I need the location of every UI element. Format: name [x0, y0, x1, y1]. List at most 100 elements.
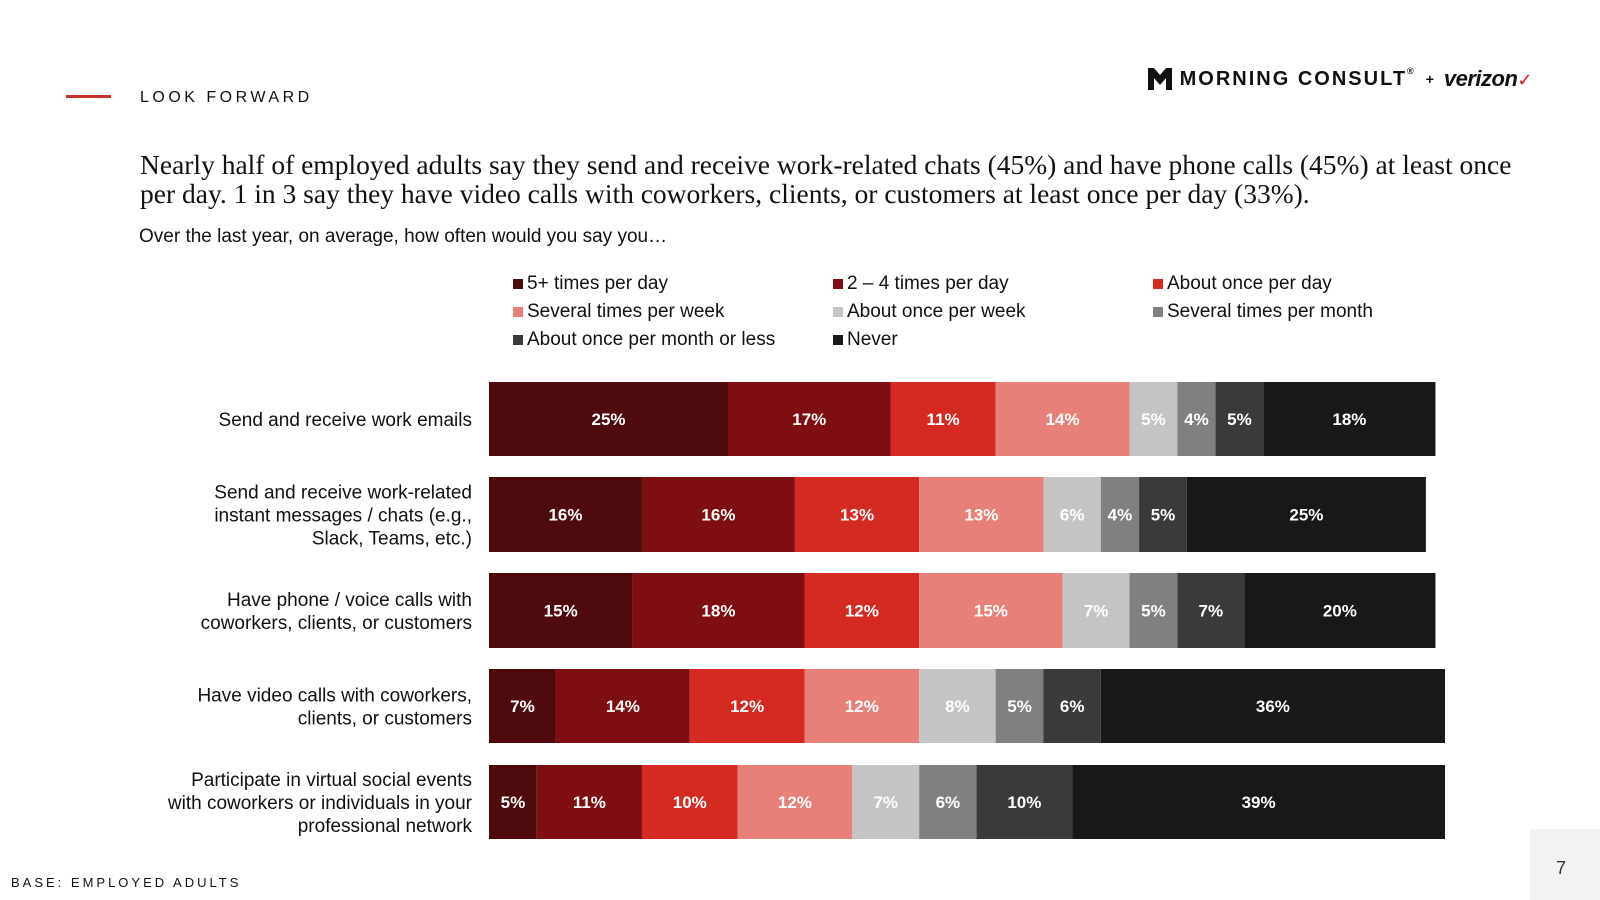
bar-segment	[1263, 382, 1436, 456]
bar-segment	[1177, 382, 1216, 456]
data-label: 6%	[936, 793, 961, 812]
legend-swatch	[1153, 307, 1163, 317]
data-label: 16%	[701, 506, 735, 525]
legend-item: 2 – 4 times per day	[833, 273, 1153, 295]
headline: Nearly half of employed adults say they …	[140, 149, 1512, 209]
category-label: coworkers, clients, or customers	[201, 613, 472, 634]
bar-segment	[1129, 382, 1178, 456]
data-label: 13%	[964, 506, 998, 525]
bar-segment	[489, 573, 633, 648]
data-label: 18%	[1332, 410, 1366, 429]
data-label: 39%	[1242, 793, 1276, 812]
data-label: 10%	[1007, 793, 1041, 812]
legend-label: 2 – 4 times per day	[847, 273, 1009, 294]
category-label: with coworkers or individuals in your	[167, 793, 473, 814]
data-label: 7%	[510, 697, 535, 716]
accent-line	[66, 95, 111, 98]
bar-segment	[995, 669, 1044, 743]
category-label: Send and receive work emails	[219, 410, 472, 431]
brand-name: MORNING CONSULT®	[1179, 65, 1416, 90]
legend-label: About once per day	[1167, 273, 1332, 294]
data-label: 20%	[1323, 602, 1357, 621]
legend-swatch	[833, 307, 843, 317]
bar-segment	[1186, 477, 1426, 552]
category-label: Slack, Teams, etc.)	[312, 529, 472, 550]
data-label: 7%	[1084, 602, 1109, 621]
bar-segment	[489, 765, 537, 839]
category-label: instant messages / chats (e.g.,	[214, 506, 472, 527]
legend-item: About once per day	[1153, 273, 1473, 295]
bar-segment	[1043, 477, 1101, 552]
bar-segment	[890, 382, 996, 456]
data-label: 25%	[591, 410, 625, 429]
data-label: 5%	[1007, 697, 1032, 716]
bar-segment	[1100, 477, 1140, 552]
morning-consult-logo-icon	[1147, 68, 1172, 90]
legend-label: Several times per week	[527, 301, 725, 322]
section-label: LOOK FORWARD	[140, 89, 313, 106]
data-label: 12%	[778, 793, 812, 812]
data-label: 6%	[1060, 697, 1085, 716]
data-label: 12%	[845, 697, 879, 716]
legend-swatch	[513, 335, 523, 345]
data-label: 25%	[1289, 506, 1323, 525]
bar-segment	[1129, 573, 1178, 648]
bar-segment	[976, 765, 1073, 839]
legend-swatch	[513, 307, 523, 317]
bar-segment	[536, 765, 642, 839]
category-label: Participate in virtual social events	[191, 770, 472, 791]
data-label: 14%	[606, 697, 640, 716]
bar-segment	[489, 477, 642, 552]
bar-segment	[995, 382, 1130, 456]
data-label: 18%	[701, 602, 735, 621]
bar-segment	[919, 573, 1063, 648]
data-label: 11%	[573, 793, 606, 812]
question: Over the last year, on average, how ofte…	[139, 226, 668, 247]
data-label: 6%	[1060, 506, 1085, 525]
category-label: Have phone / voice calls with	[227, 590, 472, 611]
page-number: 7	[1556, 858, 1567, 878]
brand-logo: MORNING CONSULT® + verizon✓	[1147, 65, 1533, 92]
data-label: 5%	[1141, 410, 1166, 429]
legend-label: About once per week	[847, 301, 1026, 322]
brand-plus: +	[1425, 71, 1434, 87]
data-label: 13%	[840, 506, 874, 525]
data-label: 10%	[673, 793, 707, 812]
brand-partner: verizon✓	[1443, 66, 1533, 91]
bar-segment	[919, 669, 996, 743]
data-label: 8%	[945, 697, 970, 716]
data-label: 12%	[730, 697, 764, 716]
legend-item: Several times per week	[513, 301, 833, 323]
data-label: 7%	[1198, 602, 1223, 621]
data-label: 15%	[544, 602, 578, 621]
bar-segment	[641, 477, 795, 552]
bar-segment	[489, 382, 728, 456]
base-note: BASE: EMPLOYED ADULTS	[11, 875, 242, 890]
bar-segment	[737, 765, 853, 839]
data-label: 17%	[792, 410, 826, 429]
page-number-box	[1530, 829, 1600, 900]
legend-label: About once per month or less	[527, 329, 776, 350]
bar-segment	[489, 669, 556, 743]
chart-legend: 5+ times per day 2 – 4 times per day About…	[513, 273, 1473, 351]
data-label: 5%	[1151, 506, 1176, 525]
bar-segment	[794, 477, 920, 552]
bar-segment	[852, 765, 920, 839]
bar-segment	[1177, 573, 1245, 648]
bar-segment	[689, 669, 805, 743]
data-label: 15%	[974, 602, 1008, 621]
legend-item: Several times per month	[1153, 301, 1473, 323]
bar-segment	[632, 573, 805, 648]
bar-segment	[1062, 573, 1130, 648]
legend-label: Never	[847, 329, 898, 350]
data-label: 4%	[1108, 506, 1133, 525]
data-label: 36%	[1256, 697, 1290, 716]
bar-segment	[919, 477, 1044, 552]
legend-item: About once per week	[833, 301, 1153, 323]
legend-swatch	[833, 335, 843, 345]
bar-segment	[919, 765, 977, 839]
legend-item: 5+ times per day	[513, 273, 833, 295]
data-label: 7%	[873, 793, 898, 812]
bar-segment	[1043, 669, 1101, 743]
